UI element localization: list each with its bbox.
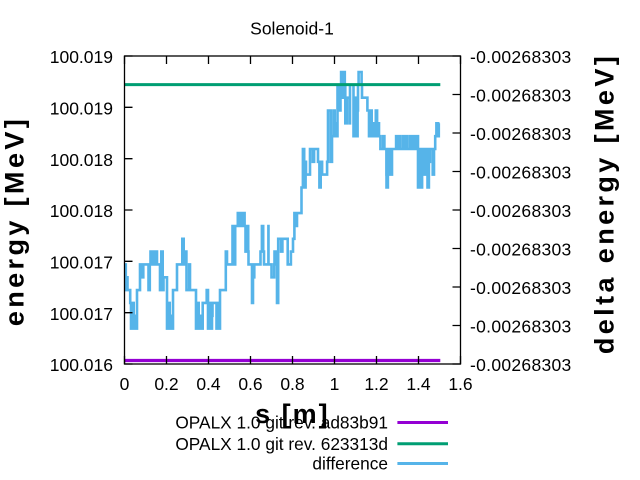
svg-text:-0.00268303: -0.00268303 — [470, 317, 572, 337]
svg-text:0.6: 0.6 — [238, 374, 262, 394]
svg-text:OPALX 1.0 git rev. 623313d: OPALX 1.0 git rev. 623313d — [175, 434, 388, 454]
svg-text:-0.00268303: -0.00268303 — [470, 201, 572, 221]
svg-text:s [m]: s [m] — [255, 399, 330, 429]
svg-text:100.017: 100.017 — [50, 304, 113, 324]
svg-text:0.2: 0.2 — [154, 374, 178, 394]
svg-text:-0.00268303: -0.00268303 — [470, 240, 572, 260]
svg-text:1.4: 1.4 — [406, 374, 431, 394]
svg-text:-0.00268303: -0.00268303 — [470, 355, 572, 375]
svg-text:-0.00268303: -0.00268303 — [470, 47, 572, 67]
svg-text:100.019: 100.019 — [50, 47, 113, 67]
svg-text:-0.00268303: -0.00268303 — [470, 163, 572, 183]
svg-text:0.8: 0.8 — [280, 374, 304, 394]
svg-text:delta energy [MeV]: delta energy [MeV] — [590, 53, 620, 354]
svg-text:1.6: 1.6 — [448, 374, 472, 394]
svg-text:100.018: 100.018 — [50, 201, 113, 221]
svg-text:OPALX 1.0 git rev. ad83b91: OPALX 1.0 git rev. ad83b91 — [175, 413, 388, 433]
svg-text:Solenoid-1: Solenoid-1 — [250, 19, 334, 39]
svg-text:energy [MeV]: energy [MeV] — [0, 116, 30, 326]
svg-text:100.019: 100.019 — [50, 99, 113, 119]
svg-text:0.4: 0.4 — [196, 374, 221, 394]
svg-text:100.016: 100.016 — [50, 355, 113, 375]
svg-text:-0.00268303: -0.00268303 — [470, 86, 572, 106]
svg-text:1: 1 — [330, 374, 340, 394]
svg-text:0: 0 — [120, 374, 130, 394]
svg-text:1.2: 1.2 — [364, 374, 388, 394]
svg-text:-0.00268303: -0.00268303 — [470, 124, 572, 144]
svg-text:-0.00268303: -0.00268303 — [470, 278, 572, 298]
svg-text:100.018: 100.018 — [50, 150, 113, 170]
svg-text:difference: difference — [312, 454, 388, 474]
svg-text:100.017: 100.017 — [50, 253, 113, 273]
